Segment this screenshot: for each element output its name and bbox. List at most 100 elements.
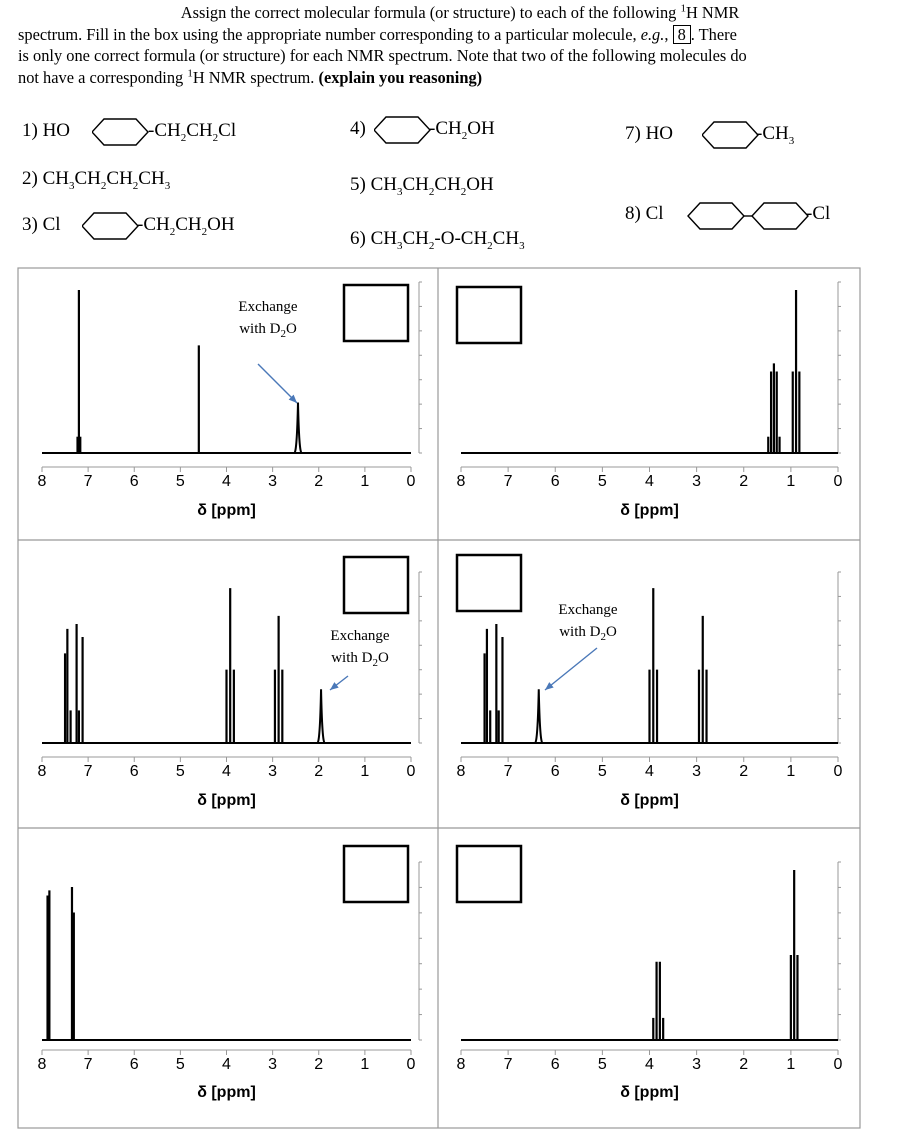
x-tick-label: 6 (551, 763, 560, 780)
molecule-8-chain: -Cl (806, 203, 831, 224)
x-tick-label: 0 (407, 1056, 416, 1073)
x-tick-label: 4 (645, 473, 654, 490)
answer-box[interactable] (342, 844, 410, 904)
x-tick-label: 2 (314, 763, 323, 780)
x-tick-label: 6 (551, 473, 560, 490)
molecule-5: 5) CH3CH2CH2OH (350, 174, 494, 198)
x-tick-label: 3 (268, 473, 277, 490)
x-tick-label: 3 (692, 763, 701, 780)
x-tick-label: 0 (834, 763, 843, 780)
x-tick-label: 3 (268, 763, 277, 780)
x-tick-label: 2 (314, 473, 323, 490)
benzene-ring-icon (374, 116, 431, 144)
arrow-head-icon (545, 682, 554, 690)
nmr-spectrum-4: 8 7 6 5 4 3 2 1 0 δ [ppm] (455, 553, 843, 809)
x-tick-label: 5 (176, 473, 185, 490)
x-tick-label: 0 (407, 473, 416, 490)
molecule-6: 6) CH3CH2-O-CH2CH3 (350, 228, 525, 252)
x-tick-label: 2 (739, 1056, 748, 1073)
example-box: 8 (672, 24, 691, 44)
molecule-4: 4) (350, 118, 366, 139)
nmr-spectrum-6: 8 7 6 5 4 3 2 1 0 δ [ppm] (455, 844, 843, 1101)
x-tick-label: 7 (84, 763, 93, 780)
nmr-spectrum-1: 8 7 6 5 4 3 2 1 0 δ [ppm] (38, 281, 422, 519)
x-tick-label: 6 (130, 763, 139, 780)
x-tick-label: 5 (598, 763, 607, 780)
molecule-3: 3) Cl (22, 214, 61, 235)
x-tick-label: 2 (739, 763, 748, 780)
annotation-exchange-1: Exchange with D2O (238, 299, 298, 340)
answer-box[interactable] (342, 555, 410, 615)
arrow-head-icon (330, 682, 339, 690)
x-tick-label: 1 (786, 473, 795, 490)
answer-box[interactable] (455, 553, 523, 613)
x-tick-label: 4 (222, 473, 231, 490)
x-tick-label: 1 (360, 473, 369, 490)
x-tick-label: 7 (84, 473, 93, 490)
molecule-4-chain: -CH2OH (429, 118, 495, 142)
x-tick-label: 8 (38, 1056, 47, 1073)
molecule-8: 8) Cl (625, 203, 664, 224)
x-tick-label: 8 (457, 763, 466, 780)
nmr-peak (533, 689, 544, 744)
nmr-spectrum-5: 8 7 6 5 4 3 2 1 0 δ [ppm] (38, 844, 422, 1101)
x-axis-label: δ [ppm] (620, 792, 679, 809)
x-tick-label: 5 (598, 473, 607, 490)
molecule-7: 7) HO (625, 123, 674, 144)
x-tick-label: 1 (360, 763, 369, 780)
molecule-7-chain: -CH3 (756, 123, 795, 147)
arrow-icon (544, 647, 598, 691)
x-tick-label: 5 (598, 1056, 607, 1073)
x-tick-label: 7 (84, 1056, 93, 1073)
x-tick-label: 7 (504, 1056, 513, 1073)
answer-box[interactable] (455, 285, 523, 345)
instructions: Assign the correct molecular formula (or… (18, 2, 747, 87)
benzene-ring-icon (92, 118, 149, 146)
arrow-icon (257, 363, 298, 404)
x-tick-label: 8 (38, 473, 47, 490)
nmr-peak (293, 402, 303, 454)
x-tick-label: 2 (314, 1056, 323, 1073)
x-tick-label: 5 (176, 1056, 185, 1073)
nmr-peak (316, 689, 326, 744)
grid-frame (17, 267, 861, 1129)
x-tick-label: 4 (645, 1056, 654, 1073)
x-tick-label: 1 (786, 1056, 795, 1073)
molecule-1-chain: -CH2CH2Cl (148, 120, 237, 144)
x-tick-label: 3 (692, 1056, 701, 1073)
x-tick-label: 6 (130, 1056, 139, 1073)
x-tick-label: 4 (645, 763, 654, 780)
x-tick-label: 3 (268, 1056, 277, 1073)
nmr-spectrum-3: 8 7 6 5 4 3 2 1 0 δ [ppm] (38, 555, 422, 809)
molecule-3-chain: -CH2CH2OH (137, 214, 235, 238)
annotation-exchange-4: Exchange with D2O (558, 602, 618, 643)
molecule-1: 1) HO (22, 120, 71, 141)
x-tick-label: 6 (551, 1056, 560, 1073)
x-axis-label: δ [ppm] (620, 502, 679, 519)
x-tick-label: 4 (222, 763, 231, 780)
x-tick-label: 4 (222, 1056, 231, 1073)
x-tick-label: 1 (786, 763, 795, 780)
benzene-ring-icon (82, 212, 139, 240)
annotation-exchange-3: Exchange with D2O (330, 628, 390, 669)
nmr-spectrum-2: 8 7 6 5 4 3 2 1 0 δ [ppm] (455, 281, 843, 519)
answer-box[interactable] (342, 283, 410, 343)
x-tick-label: 6 (130, 473, 139, 490)
x-tick-label: 7 (504, 473, 513, 490)
x-tick-label: 8 (38, 763, 47, 780)
x-tick-label: 3 (692, 473, 701, 490)
biphenyl-icon (687, 202, 809, 230)
x-axis-label: δ [ppm] (197, 1084, 256, 1101)
benzene-ring-icon (702, 121, 759, 149)
x-tick-label: 2 (739, 473, 748, 490)
x-tick-label: 8 (457, 473, 466, 490)
x-tick-label: 5 (176, 763, 185, 780)
x-tick-label: 0 (834, 473, 843, 490)
x-tick-label: 0 (834, 1056, 843, 1073)
x-tick-label: 7 (504, 763, 513, 780)
answer-box[interactable] (455, 844, 523, 904)
x-axis-label: δ [ppm] (197, 792, 256, 809)
x-tick-label: 1 (360, 1056, 369, 1073)
arrow-head-icon (288, 394, 297, 403)
